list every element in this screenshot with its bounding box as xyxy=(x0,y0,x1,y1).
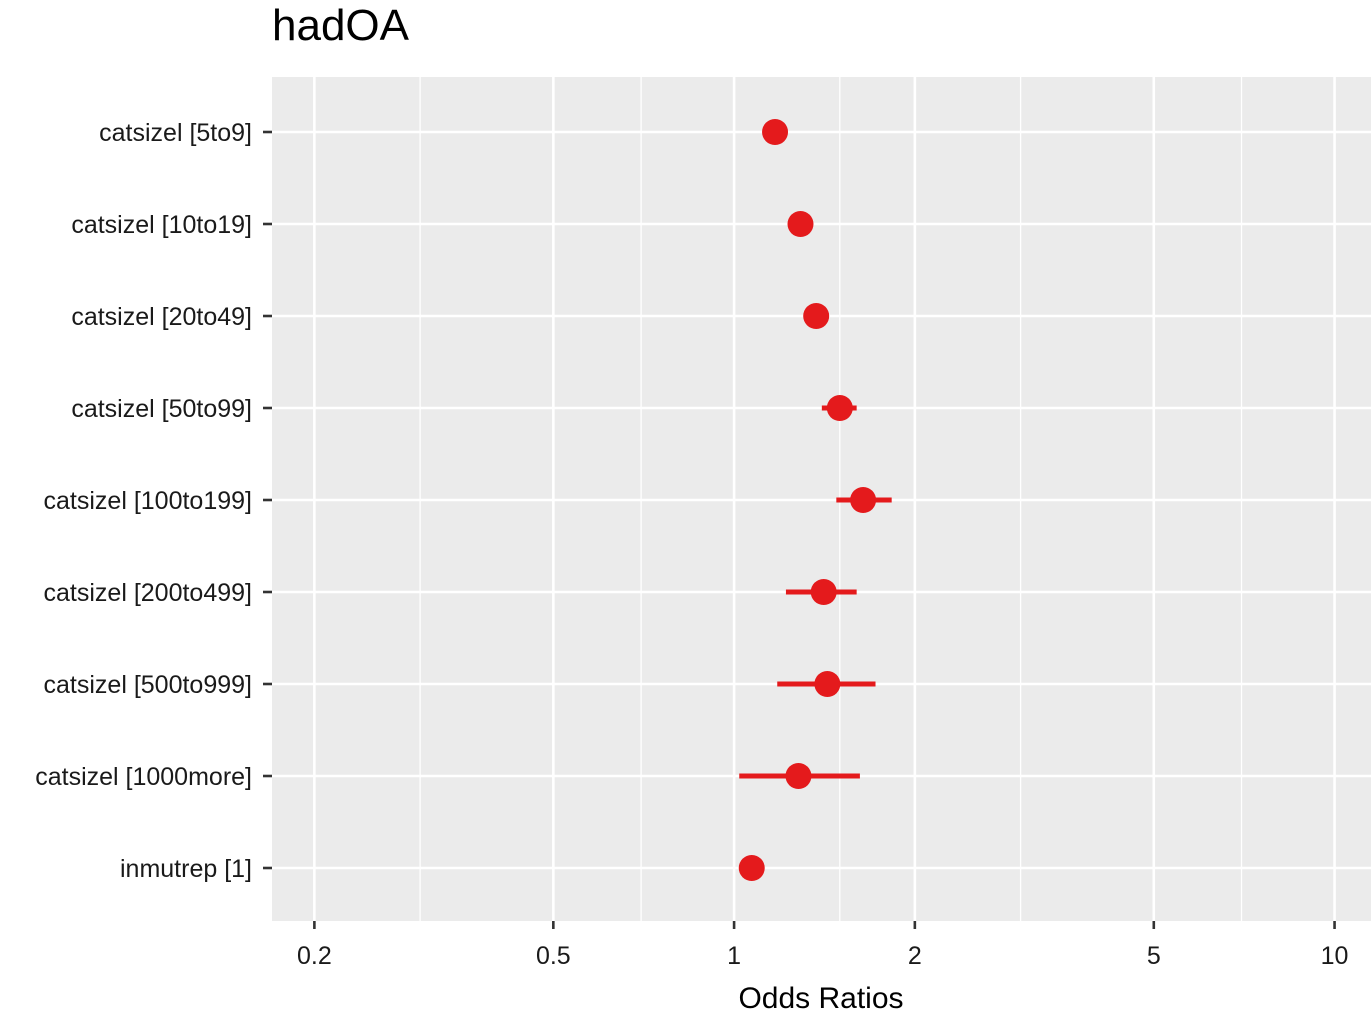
x-tick-label-5: 10 xyxy=(1321,942,1349,970)
point-estimate-7 xyxy=(785,763,812,789)
y-tick-label-4: catsizel [100to199] xyxy=(44,487,252,515)
y-tick-label-5: catsizel [200to499] xyxy=(44,579,252,607)
estimate-marks xyxy=(738,119,892,881)
y-tick-label-6: catsizel [500to999] xyxy=(44,671,252,699)
x-axis-label: Odds Ratios xyxy=(738,982,903,1009)
x-tick-label-3: 2 xyxy=(908,942,922,970)
point-estimate-8 xyxy=(738,855,765,881)
x-axis-ticks: 0.2 0.5 1 2 5 10 xyxy=(297,921,1348,970)
y-tick-label-3: catsizel [50to99] xyxy=(71,395,252,423)
point-estimate-0 xyxy=(762,119,789,145)
x-tick-label-4: 5 xyxy=(1147,942,1161,970)
y-tick-label-0: catsizel [5to9] xyxy=(99,119,252,147)
point-estimate-1 xyxy=(787,211,814,237)
y-axis-ticks: catsizel [5to9] catsizel [10to19] catsizel… xyxy=(35,119,272,883)
point-estimate-6 xyxy=(814,671,841,697)
x-tick-label-1: 0.5 xyxy=(536,942,571,970)
y-tick-label-8: inmutrep [1] xyxy=(120,855,252,883)
chart-title: hadOA xyxy=(272,1,410,50)
y-tick-label-1: catsizel [10to19] xyxy=(71,211,252,239)
x-tick-label-0: 0.2 xyxy=(297,942,332,970)
point-estimate-4 xyxy=(850,487,877,513)
y-tick-label-2: catsizel [20to49] xyxy=(71,303,252,331)
x-tick-label-2: 1 xyxy=(727,942,741,970)
point-estimate-3 xyxy=(826,395,853,421)
point-estimate-5 xyxy=(810,579,837,605)
y-tick-label-7: catsizel [1000more] xyxy=(35,763,252,791)
point-estimate-2 xyxy=(803,303,830,329)
